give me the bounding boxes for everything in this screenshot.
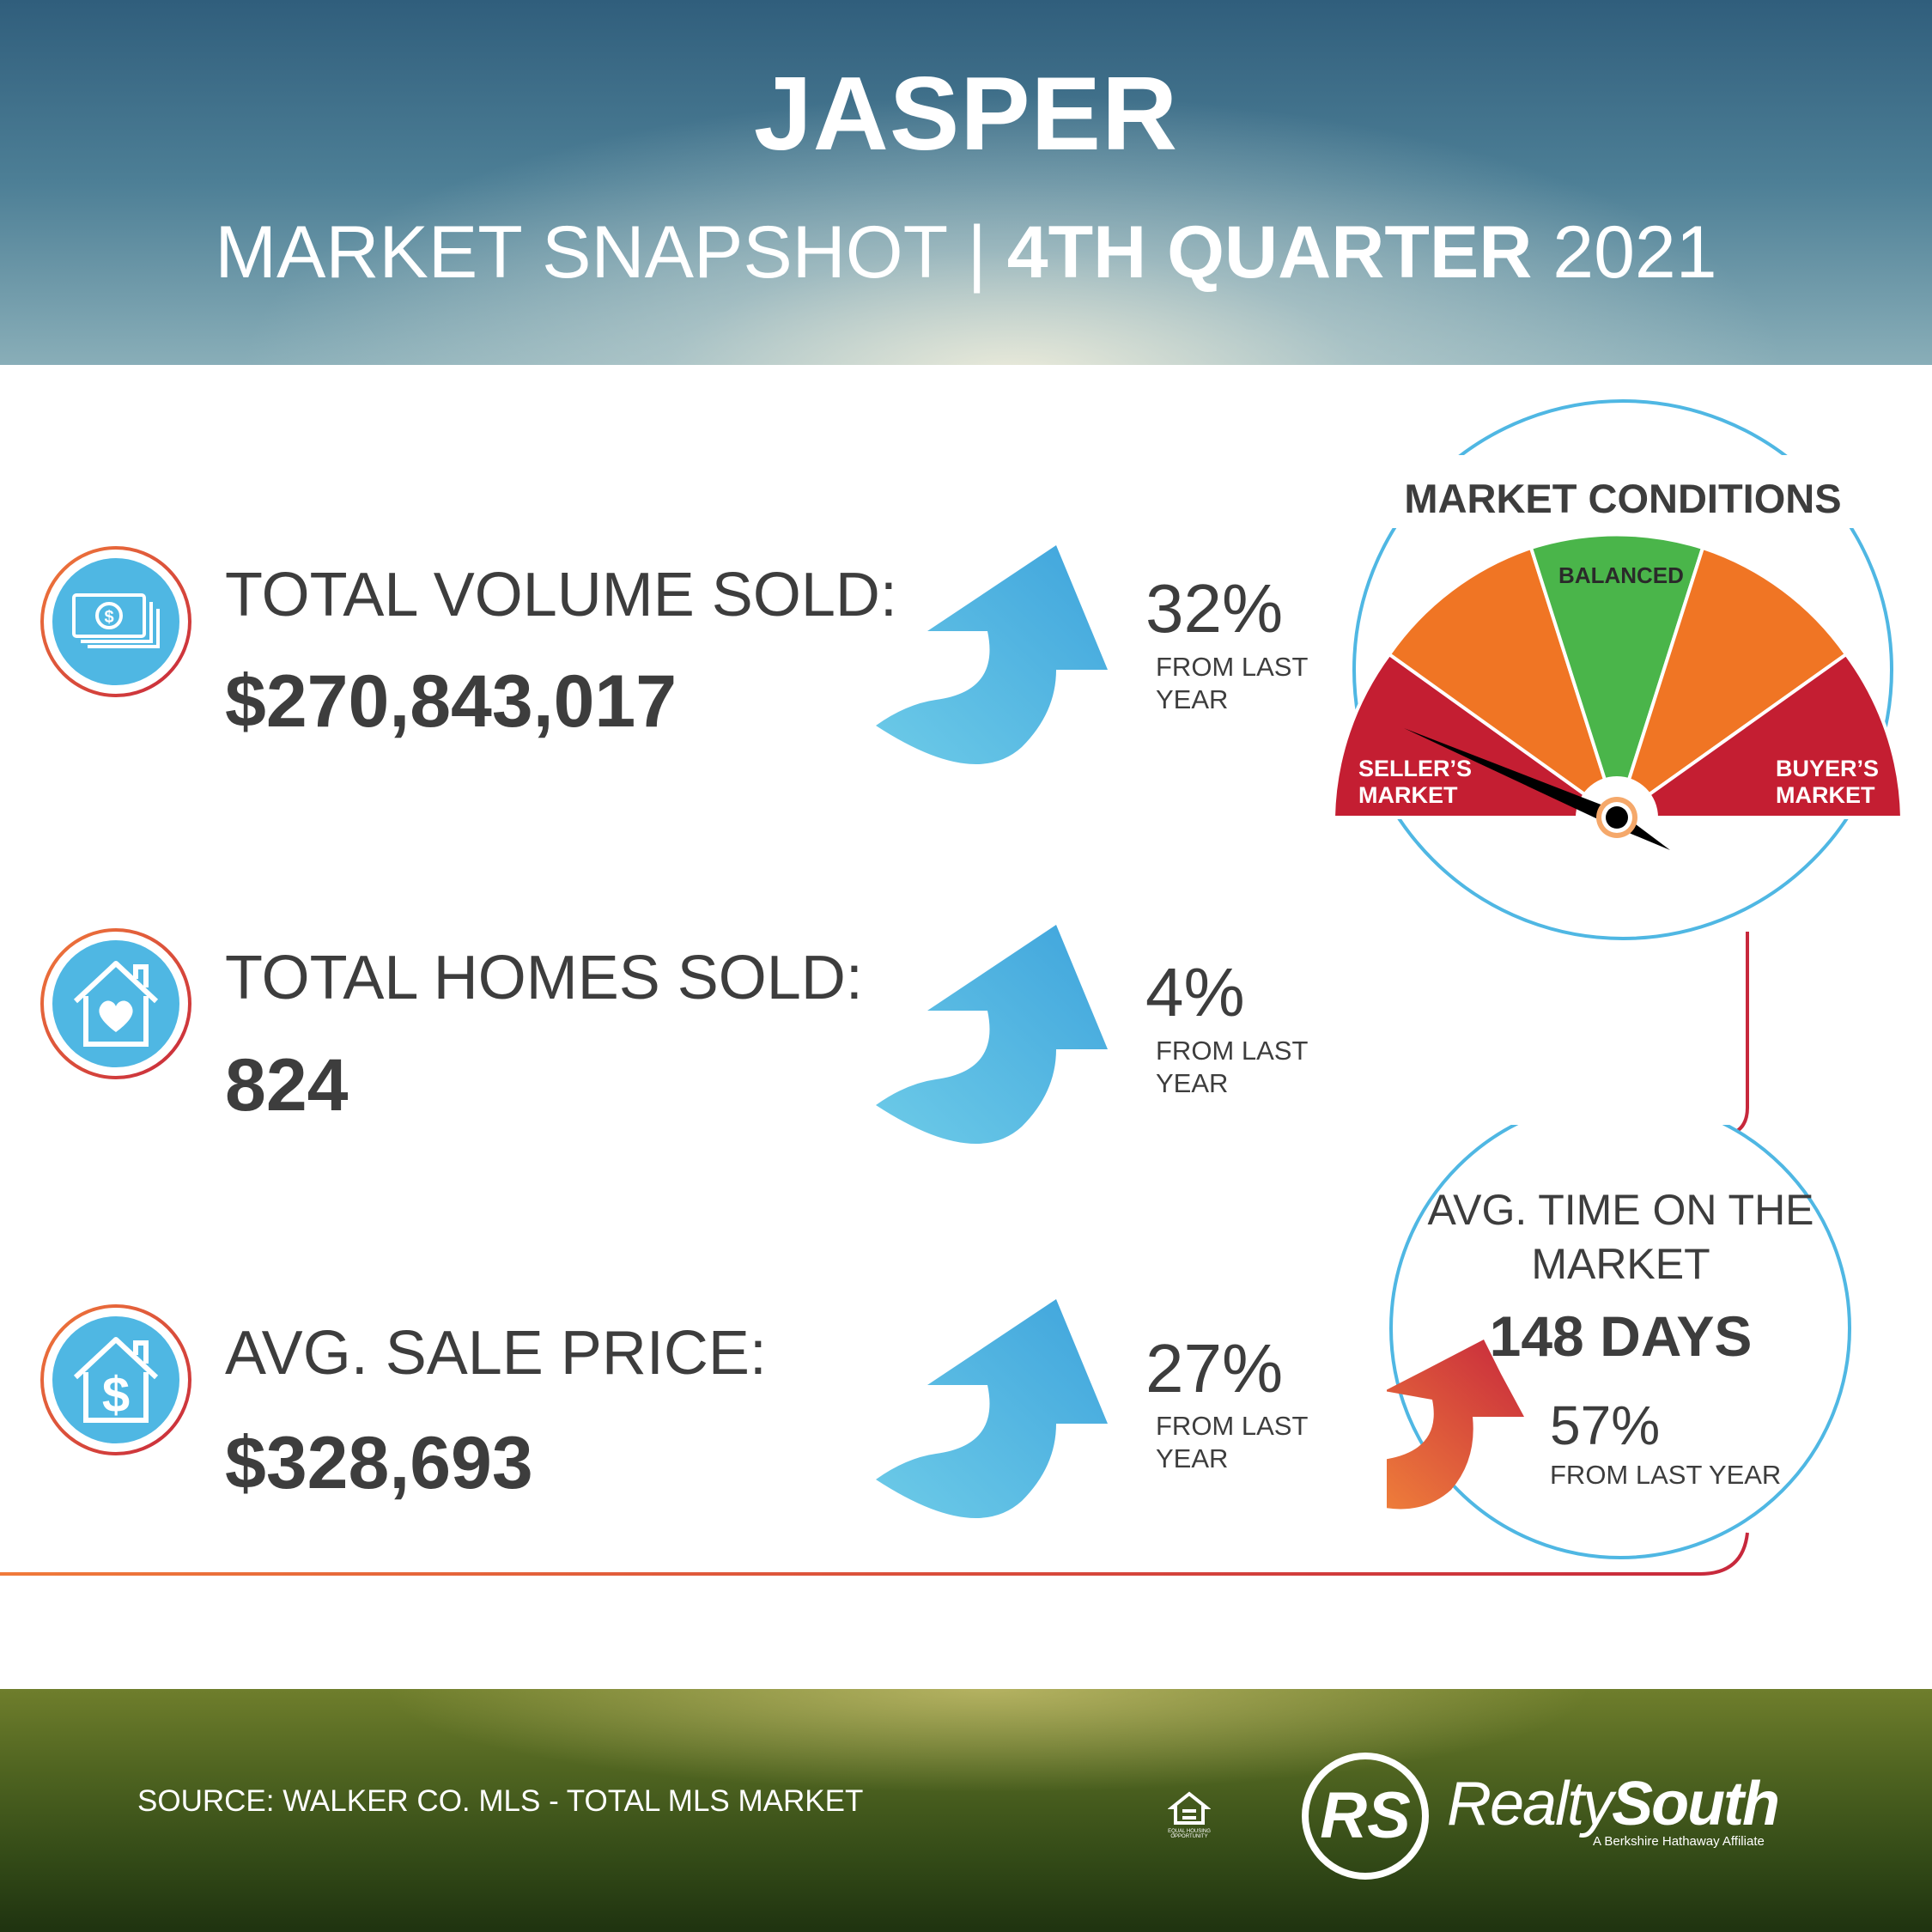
money-icon: $ [40,546,191,697]
change-note-homes: FROM LAST YEAR [1156,1036,1308,1098]
subtitle-text: MARKET SNAPSHOT | [215,211,1007,294]
metric-value-volume: $270,843,017 [225,660,677,743]
days-on-market-circle [1387,1125,1851,1559]
change-pct-price: 27% [1145,1330,1284,1406]
svg-text:$: $ [104,608,113,627]
metric-label-price: AVG. SALE PRICE: [225,1319,767,1388]
change-pct-homes: 4% [1145,954,1245,1030]
page-subtitle: MARKET SNAPSHOT | 4TH QUARTER 2021 [0,210,1932,295]
footer-banner [0,1689,1932,1932]
subtitle-quarter: 4TH QUARTER [1006,211,1533,294]
arrow-up-icon [876,545,1108,764]
page-title: JASPER [753,55,1179,172]
equal-housing-text: EQUAL HOUSING OPPORTUNITY [1168,1829,1211,1839]
arrow-up-icon [876,925,1108,1144]
brand-name-bold: South [1612,1770,1780,1838]
gauge-zone-sellers [1331,652,1623,819]
change-note-volume: FROM LAST YEAR [1156,652,1308,714]
gauge-zone-balanced [1528,532,1705,823]
svg-text:$: $ [102,1367,130,1423]
divider-line-3 [0,1532,1749,1576]
metric-value-homes: 824 [225,1044,349,1127]
source-note: SOURCE: WALKER CO. MLS - TOTAL MLS MARKE… [137,1784,864,1818]
arrow-up-icon [1387,1340,1524,1510]
svg-text:RS: RS [1320,1779,1411,1852]
change-note-price: FROM LAST YEAR [1156,1411,1308,1473]
brand-name: RealtySouth [1447,1769,1780,1839]
gauge-label-balanced: BALANCED [1558,562,1684,588]
arrow-up-icon [876,1299,1108,1518]
gauge-zone-buyers [1611,652,1905,819]
equal-housing-icon [1168,1791,1211,1825]
metric-label-homes: TOTAL HOMES SOLD: [225,944,863,1012]
subtitle-year: 2021 [1532,211,1717,294]
days-on-market-value: 148 DAYS [1489,1304,1753,1368]
market-conditions-gauge [1331,399,1905,940]
market-conditions-title: MARKET CONDITIONS [1404,476,1842,521]
house-dollar-icon: $ [40,1304,191,1455]
house-heart-icon [40,928,191,1079]
days-on-market-title: AVG. TIME ON THE MARKET [1427,1186,1814,1288]
realtysouth-logo: RS [1302,1753,1429,1880]
gauge-zone-lean-buyers [1613,545,1849,823]
header-banner: JASPER MARKET SNAPSHOT | 4TH QUARTER 202… [0,0,1932,365]
gauge-label-sellers: SELLER’S MARKET [1358,756,1473,808]
gauge-label-buyers: BUYER’S MARKET [1776,756,1880,808]
days-on-market-note: FROM LAST YEAR [1550,1460,1782,1490]
metric-value-price: $328,693 [225,1422,533,1504]
change-pct-volume: 32% [1145,570,1284,647]
days-on-market-change: 57% [1550,1394,1661,1456]
brand-tagline: A Berkshire Hathaway Affiliate [1593,1834,1765,1849]
brand-name-regular: Realty [1447,1770,1613,1838]
connector-line-1 [1721,932,1749,1138]
gauge-zone-lean-sellers [1387,545,1620,823]
metric-label-volume: TOTAL VOLUME SOLD: [225,561,897,629]
